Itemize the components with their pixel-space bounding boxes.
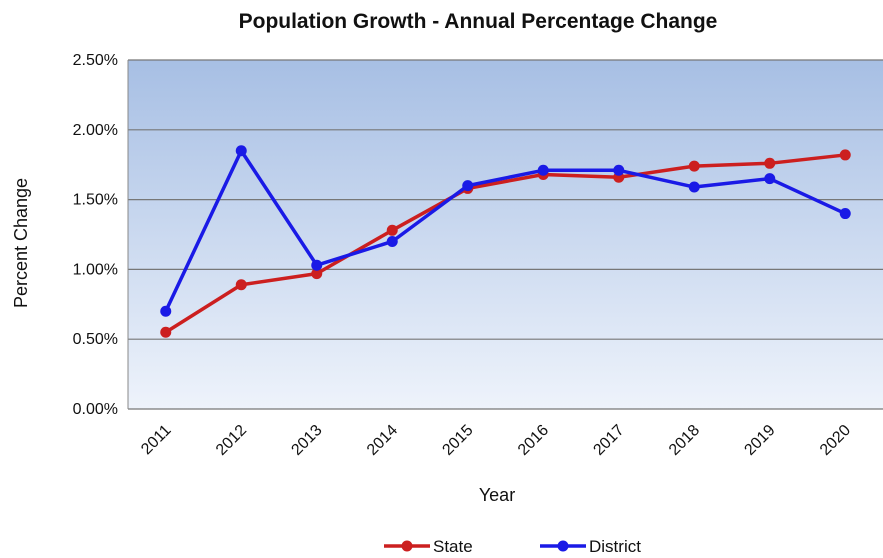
- y-tick-label: 2.50%: [73, 52, 118, 69]
- data-point: [764, 173, 776, 185]
- data-point: [764, 157, 776, 169]
- grid-lines: [127, 59, 883, 410]
- legend-label: District: [589, 537, 641, 556]
- data-point: [160, 305, 172, 317]
- series-layer: [160, 145, 851, 338]
- legend-marker: [557, 540, 569, 552]
- series-line: [164, 153, 846, 334]
- x-tick-label: 2012: [213, 422, 250, 459]
- data-point: [462, 180, 474, 192]
- series-district: [160, 145, 851, 317]
- x-tick-label: 2014: [364, 422, 401, 459]
- x-axis-label: Year: [479, 485, 515, 505]
- series-line: [164, 148, 846, 313]
- data-point: [839, 208, 851, 220]
- data-point: [386, 224, 398, 236]
- data-point: [613, 164, 625, 176]
- x-tick-label: 2020: [817, 422, 854, 459]
- legend-item: District: [540, 537, 641, 556]
- plot-area: [128, 60, 883, 409]
- x-tick-label: 2013: [288, 422, 325, 459]
- x-tick-label: 2017: [590, 422, 627, 459]
- legend-item: State: [384, 537, 473, 556]
- legend-marker: [401, 540, 413, 552]
- x-tick-label: 2018: [666, 422, 703, 459]
- chart-title: Population Growth - Annual Percentage Ch…: [239, 10, 718, 33]
- data-point: [160, 326, 172, 338]
- x-tick-label: 2019: [741, 422, 778, 459]
- data-point: [839, 149, 851, 161]
- x-tick-label: 2016: [515, 422, 552, 459]
- data-point: [311, 268, 323, 280]
- y-tick-label: 2.00%: [73, 122, 118, 139]
- x-tick-label: 2015: [439, 422, 476, 459]
- x-tick-label: 2011: [138, 422, 174, 458]
- y-tick-label: 0.50%: [73, 331, 118, 348]
- data-point: [688, 181, 700, 193]
- y-tick-label: 1.50%: [73, 192, 118, 209]
- data-point: [386, 235, 398, 247]
- series-state: [160, 149, 851, 338]
- legend: State District: [384, 537, 641, 556]
- y-tick-label: 0.00%: [73, 401, 118, 418]
- data-point: [235, 279, 247, 291]
- data-point: [537, 164, 549, 176]
- y-tick-label: 1.00%: [73, 261, 118, 278]
- data-point: [235, 145, 247, 157]
- y-axis-ticks: 0.00% 0.50% 1.00% 1.50% 2.00% 2.50%: [73, 52, 118, 418]
- data-point: [311, 259, 323, 271]
- data-point: [688, 160, 700, 172]
- y-axis-label: Percent Change: [11, 178, 31, 308]
- x-axis-ticks: 2011 2012 2013 2014 2015 2016 2017 2018 2019 2020: [138, 422, 854, 459]
- legend-label: State: [433, 537, 473, 556]
